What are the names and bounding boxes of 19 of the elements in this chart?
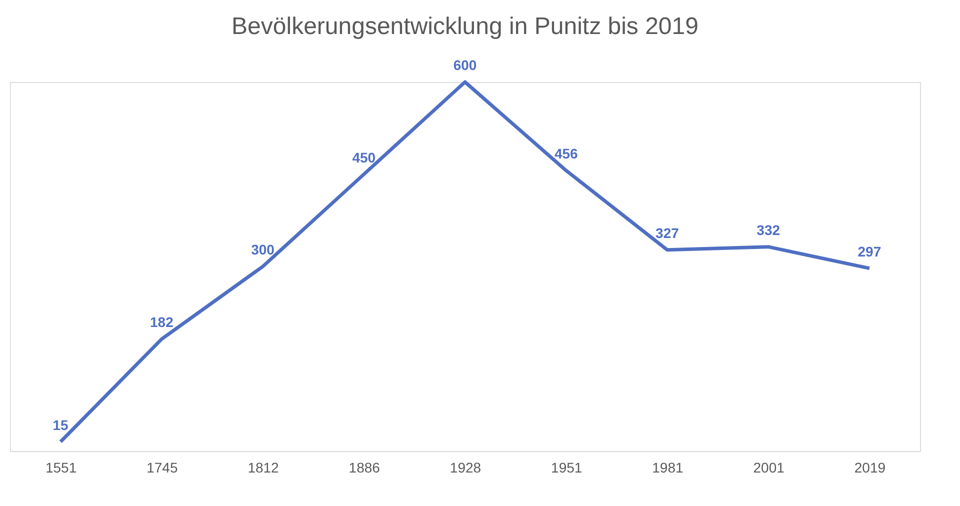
x-tick-label: 1551 <box>45 460 77 476</box>
x-tick-label: 2019 <box>854 460 886 476</box>
x-tick-label: 1951 <box>551 460 582 476</box>
x-tick-label: 1981 <box>652 460 684 476</box>
data-label: 15 <box>52 416 69 433</box>
x-tick-label: 1886 <box>348 460 380 476</box>
x-tick-label: 2001 <box>753 460 785 476</box>
x-tick-label: 1745 <box>146 460 178 476</box>
x-tick-label: 1812 <box>248 460 280 476</box>
data-label: 450 <box>352 149 376 166</box>
x-tick-label: 1928 <box>450 460 482 476</box>
data-label: 600 <box>453 57 477 73</box>
data-label: 182 <box>150 314 174 330</box>
data-label: 297 <box>858 243 882 260</box>
data-label: 456 <box>554 146 578 162</box>
data-label: 332 <box>756 222 780 238</box>
data-label: 327 <box>656 224 680 241</box>
data-label: 300 <box>251 242 275 258</box>
chart-title: Bevölkerungsentwicklung in Punitz bis 2019 <box>232 13 698 40</box>
